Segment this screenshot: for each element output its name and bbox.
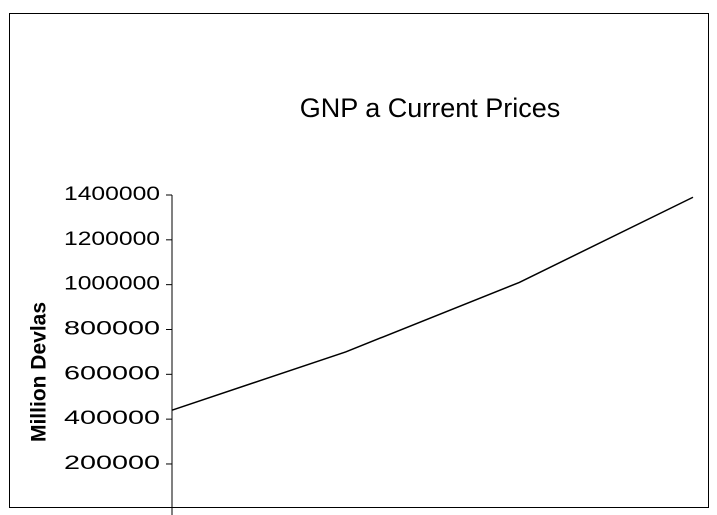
chart-title: GNP a Current Prices [300, 93, 561, 123]
y-tick-label: 400000 [64, 408, 160, 429]
y-tick-label: 1400000 [64, 184, 160, 205]
y-tick-label: 1000000 [64, 274, 160, 295]
chart-frame [9, 13, 709, 508]
line-series [171, 196, 694, 411]
y-axis-label: Million Devlas [28, 302, 51, 442]
y-tick-label: 1200000 [64, 229, 160, 250]
y-tick-label: 800000 [64, 319, 160, 340]
y-tick-label: 600000 [64, 363, 160, 384]
y-tick-label: 200000 [64, 453, 160, 474]
